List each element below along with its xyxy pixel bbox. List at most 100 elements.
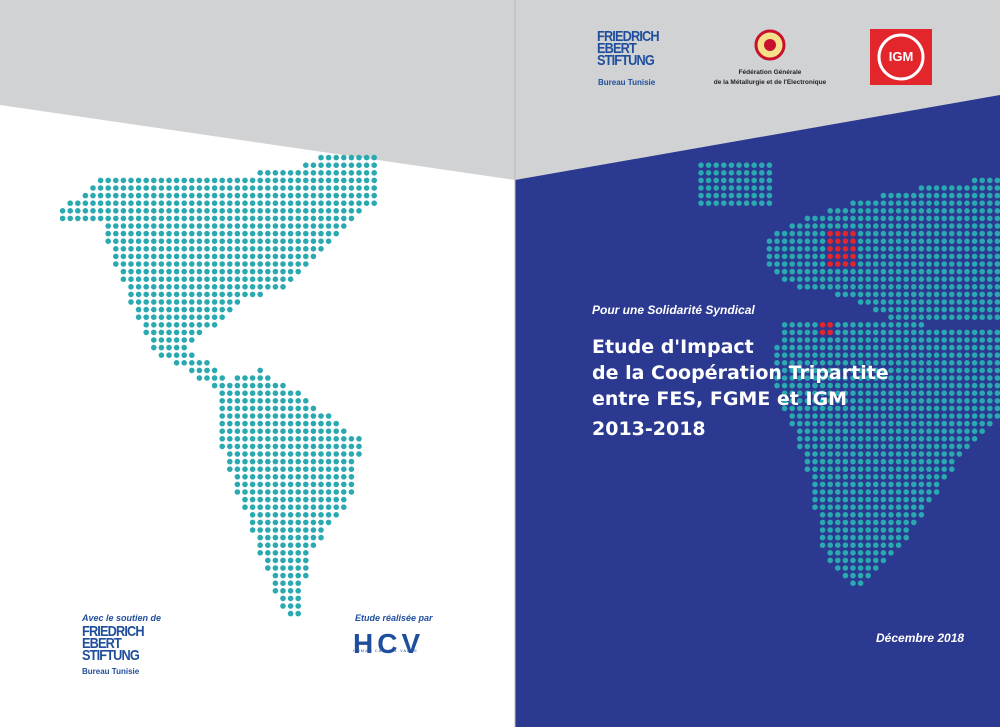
map-dot [158,253,165,260]
map-dot [249,527,256,533]
map-dot [356,185,362,191]
map-dot [265,557,271,564]
map-dot [371,154,378,161]
map-dot [143,261,149,267]
map-dot [827,443,833,450]
map-dot [249,512,256,518]
map-dot [797,230,803,237]
map-dot [880,504,887,511]
years: 2013-2018 [592,418,706,440]
map-dot [895,466,902,473]
map-dot [865,291,871,298]
map-dot [219,230,225,237]
map-dot [956,451,963,457]
map-dot [857,200,864,206]
map-dot [903,230,909,237]
map-dot [363,185,370,191]
map-dot [295,572,302,579]
map-dot [280,276,286,283]
map-dot [341,154,347,161]
map-dot [926,390,932,397]
map-dot [812,420,818,427]
map-dot [895,405,902,412]
map-dot [204,306,210,313]
map-dot [113,177,119,184]
map-dot [918,337,925,343]
map-dot [158,192,165,199]
map-dot [949,451,955,457]
map-dot [242,253,248,260]
map-dot [804,420,811,427]
map-dot [310,542,317,548]
map-dot [325,512,332,518]
map-dot [698,192,704,199]
map-dot [249,436,256,442]
map-dot [873,375,879,381]
map-dot [895,223,902,229]
map-dot [949,185,955,191]
map-dot [842,420,849,427]
map-dot [827,230,833,237]
map-dot [895,504,902,511]
map-dot [272,436,279,442]
map-dot [971,329,978,336]
map-dot [227,200,233,206]
map-dot [987,390,993,397]
map-dot [880,268,887,275]
map-dot [280,527,286,533]
map-dot [265,375,271,381]
map-dot [812,451,818,457]
map-dot [280,496,286,503]
map-dot [987,306,993,313]
map-dot [918,428,925,435]
map-dot [964,306,970,313]
map-dot [204,375,210,381]
map-dot [903,474,909,480]
map-dot [949,436,955,442]
map-dot [143,208,149,214]
map-dot [880,299,887,305]
map-dot [287,557,294,564]
map-dot [265,504,271,511]
map-dot [303,398,309,404]
map-dot [926,436,932,442]
map-dot [310,185,317,191]
map-dot [318,489,324,495]
map-dot [257,208,264,214]
map-dot [128,185,134,191]
map-dot [333,512,340,518]
title-line: Etude d'Impact [592,336,754,358]
map-dot [211,382,218,389]
map-dot [827,382,833,389]
map-dot [211,276,218,283]
map-dot [272,588,279,594]
map-dot [827,413,833,419]
map-dot [987,360,993,366]
map-dot [781,230,788,237]
map-dot [842,428,849,435]
map-dot [196,200,203,206]
map-dot [249,208,256,214]
map-dot [971,230,978,237]
map-dot [759,185,765,191]
map-dot [842,436,849,442]
map-dot [827,420,833,427]
map-dot [873,223,879,229]
map-dot [257,291,264,298]
map-dot [272,443,279,450]
map-dot [842,527,849,533]
map-dot [812,261,818,267]
map-dot [880,519,887,526]
map-dot [303,496,309,503]
map-dot [850,580,856,586]
map-dot [348,208,355,214]
map-dot [181,360,187,366]
map-dot [272,238,279,244]
map-dot [857,382,864,389]
map-dot [272,580,279,586]
map-dot [827,208,833,214]
map-dot [812,390,818,397]
map-dot [827,436,833,442]
map-dot [766,162,773,168]
map-dot [249,253,256,260]
